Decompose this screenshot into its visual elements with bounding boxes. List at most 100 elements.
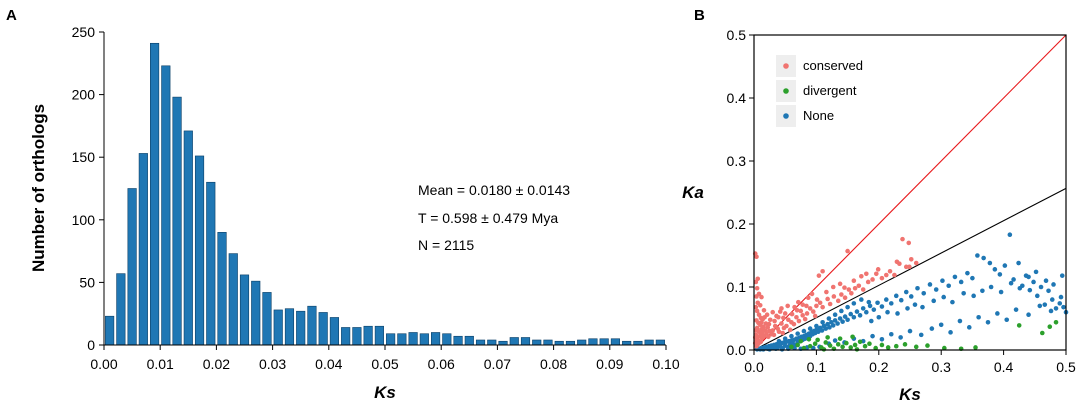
scatter-point-none xyxy=(971,293,976,299)
scatter-point-none xyxy=(823,326,829,331)
scatter-x-tick-label: 0.3 xyxy=(931,359,951,375)
histogram-bar xyxy=(386,333,396,346)
scatter-point-conserved xyxy=(864,271,869,277)
histogram-bar xyxy=(442,333,452,346)
scatter-point-none xyxy=(1037,303,1043,309)
scatter-point-none xyxy=(871,307,877,312)
histogram-bar xyxy=(217,232,227,346)
scatter-point-divergent xyxy=(857,339,863,345)
scatter-point-none xyxy=(905,306,910,311)
scatter-point-none xyxy=(950,299,955,305)
scatter-point-none xyxy=(920,304,925,310)
scatter-point-divergent xyxy=(1047,324,1053,329)
histogram-y-axis-title: Number of orthologs xyxy=(29,104,48,272)
histogram-bar xyxy=(206,181,216,346)
scatter-point-none xyxy=(832,318,838,323)
scatter-point-conserved xyxy=(753,304,759,310)
scatter-point-conserved xyxy=(892,272,897,278)
histogram-bar xyxy=(419,333,429,346)
scatter-point-divergent xyxy=(815,337,820,343)
histogram-bar xyxy=(408,332,418,346)
scatter-point-conserved xyxy=(816,273,822,278)
scatter-point-none xyxy=(952,274,958,280)
scatter-point-conserved xyxy=(874,271,879,277)
scatter-point-none xyxy=(970,275,975,281)
scatter-point-conserved xyxy=(767,317,773,323)
scatter-point-conserved xyxy=(824,289,829,295)
scatter-point-conserved xyxy=(879,275,885,281)
scatter-point-conserved xyxy=(804,311,810,316)
scatter-point-none xyxy=(1031,279,1036,285)
scatter-point-none xyxy=(854,309,860,314)
scatter-point-conserved xyxy=(786,317,791,323)
panel-a-letter: A xyxy=(6,7,17,24)
scatter-point-none xyxy=(1007,232,1013,238)
scatter-point-none xyxy=(915,285,920,291)
scatter-point-none xyxy=(1011,277,1016,282)
scatter-point-none xyxy=(981,255,986,261)
histogram-bar xyxy=(453,335,463,346)
histogram-x-tick-label: 0.08 xyxy=(540,356,567,372)
scatter-point-none xyxy=(867,303,873,309)
histogram-bar xyxy=(150,42,160,346)
scatter-point-none xyxy=(1002,263,1008,268)
scatter-point-none xyxy=(820,319,825,325)
scatter-point-none xyxy=(761,347,766,352)
scatter-point-conserved xyxy=(814,303,819,309)
scatter-point-none xyxy=(958,279,964,285)
histogram-bar xyxy=(520,337,531,346)
scatter-point-none xyxy=(918,332,924,338)
scatter-point-conserved xyxy=(770,328,776,333)
scatter-point-conserved xyxy=(827,301,833,307)
scatter-point-none xyxy=(839,308,844,314)
scatter-point-none xyxy=(851,314,857,320)
scatter-y-tick-label: 0.2 xyxy=(727,216,747,232)
scatter-point-conserved xyxy=(835,298,841,304)
scatter-point-conserved xyxy=(772,318,777,324)
scatter-point-divergent xyxy=(893,343,899,349)
scatter-point-conserved xyxy=(831,294,837,299)
scatter-point-conserved xyxy=(817,300,823,306)
histogram-bar xyxy=(228,253,238,346)
scatter-point-none xyxy=(938,322,944,328)
scatter-point-divergent xyxy=(812,341,818,347)
scatter-point-conserved xyxy=(812,313,818,319)
scatter-point-none xyxy=(776,338,782,344)
scatter-point-none xyxy=(1046,288,1051,294)
histogram-bar xyxy=(296,310,306,346)
scatter-point-none xyxy=(883,297,889,302)
scatter-point-none xyxy=(1053,306,1059,311)
scatter-point-conserved xyxy=(820,268,825,274)
scatter-point-none xyxy=(826,316,832,321)
scatter-point-none xyxy=(859,297,864,302)
scatter-point-none xyxy=(1051,282,1056,287)
scatter-y-tick-label: 0.3 xyxy=(727,153,747,169)
histogram-annotation-mean: Mean = 0.0180 ± 0.0143 xyxy=(418,182,570,198)
histogram-annotation-t: T = 0.598 ± 0.479 Mya xyxy=(418,210,558,226)
histogram-bar xyxy=(644,339,654,346)
scatter-point-conserved xyxy=(906,240,912,246)
scatter-point-none xyxy=(1057,301,1063,306)
scatter-point-conserved xyxy=(900,236,905,242)
scatter-point-none xyxy=(875,300,880,306)
scatter-point-conserved xyxy=(807,306,813,311)
scatter-point-conserved xyxy=(802,316,808,322)
scatter-point-conserved xyxy=(754,285,760,291)
scatter-point-conserved xyxy=(852,285,858,291)
scatter-point-none xyxy=(888,331,894,337)
scatter-point-none xyxy=(782,336,788,341)
scatter-point-none xyxy=(1049,297,1055,302)
scatter-point-none xyxy=(1027,287,1033,293)
scatter-point-none xyxy=(1035,293,1040,299)
histogram-x-axis-title: Ks xyxy=(374,383,396,402)
scatter-point-conserved xyxy=(814,297,820,302)
scatter-point-divergent xyxy=(942,345,947,351)
histogram-bar xyxy=(127,188,137,346)
histogram-x-tick-label: 0.05 xyxy=(371,356,398,372)
scatter-point-conserved xyxy=(839,292,844,297)
histogram-bar xyxy=(588,338,598,346)
scatter-point-conserved xyxy=(781,315,786,321)
histogram-y-tick-label: 50 xyxy=(79,274,95,290)
scatter-point-none xyxy=(957,318,963,324)
scatter-point-divergent xyxy=(873,345,878,351)
